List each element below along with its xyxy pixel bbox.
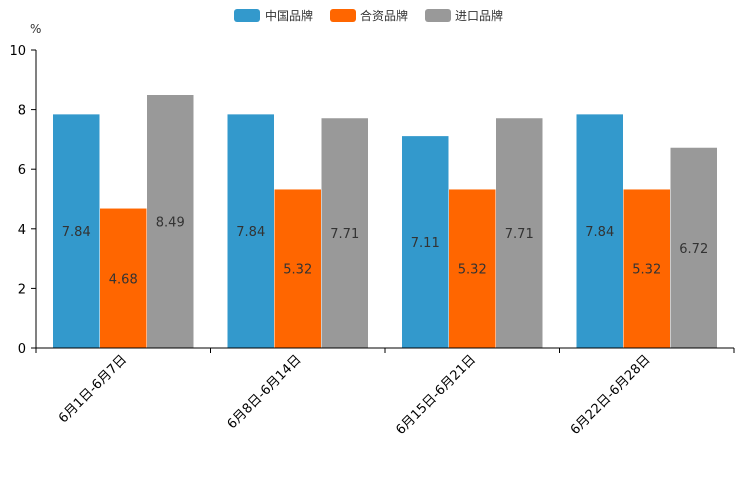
x-tick-label: 6月15日-6月21日	[393, 352, 479, 438]
bar-value-label: 6.72	[679, 242, 708, 257]
bar-value-label: 7.71	[330, 227, 359, 242]
x-tick-label: 6月1日-6月7日	[56, 352, 130, 426]
legend-swatch-3	[425, 9, 451, 22]
y-axis-unit: %	[30, 22, 41, 36]
legend: 中国品牌 合资品牌 进口品牌	[234, 8, 503, 23]
y-tick-label: 6	[18, 163, 26, 178]
y-tick-label: 0	[18, 342, 26, 357]
bar-value-label: 7.71	[505, 227, 534, 242]
bar-value-label: 8.49	[156, 215, 185, 230]
legend-label-3: 进口品牌	[455, 9, 503, 23]
bar-value-label: 7.84	[62, 225, 91, 240]
bar-value-label: 7.11	[411, 236, 440, 251]
bar-2-3	[449, 189, 496, 348]
bar-value-label: 5.32	[283, 263, 312, 278]
legend-swatch-1	[234, 9, 260, 22]
bar-3-3	[496, 118, 543, 348]
bar-3-2	[321, 118, 368, 348]
bar-1-1	[53, 114, 100, 348]
legend-label-1: 中国品牌	[265, 8, 313, 23]
y-tick-label: 8	[18, 104, 26, 119]
legend-label-2: 合资品牌	[360, 8, 408, 23]
bar-value-label: 5.32	[458, 263, 487, 278]
y-axis: 0 2 4 6 8 10	[9, 44, 37, 357]
y-tick-label: 4	[18, 223, 26, 238]
x-axis: 6月1日-6月7日 6月8日-6月14日 6月15日-6月21日 6月22日-6月28…	[35, 347, 735, 438]
bar-1-3	[402, 136, 449, 348]
y-tick-label: 2	[18, 282, 26, 297]
bar-3-1	[147, 94, 194, 348]
bar-2-2	[274, 189, 321, 348]
bar-value-label: 7.84	[585, 225, 614, 240]
bars: 7.84 4.68 8.49 7.84 5.32 7.71 7.11 5.32 7.71 7.84…	[53, 94, 717, 348]
bar-1-4	[576, 114, 623, 348]
legend-swatch-2	[330, 9, 356, 22]
bar-value-label: 7.84	[236, 225, 265, 240]
bar-value-label: 4.68	[109, 272, 138, 287]
bar-3-4	[670, 147, 717, 348]
bar-2-4	[623, 189, 670, 348]
y-tick-label: 10	[9, 44, 26, 59]
bar-value-label: 5.32	[632, 263, 661, 278]
bar-2-1	[100, 208, 147, 348]
x-tick-label: 6月22日-6月28日	[568, 352, 654, 438]
x-tick-label: 6月8日-6月14日	[225, 352, 305, 432]
bar-1-2	[227, 114, 274, 348]
